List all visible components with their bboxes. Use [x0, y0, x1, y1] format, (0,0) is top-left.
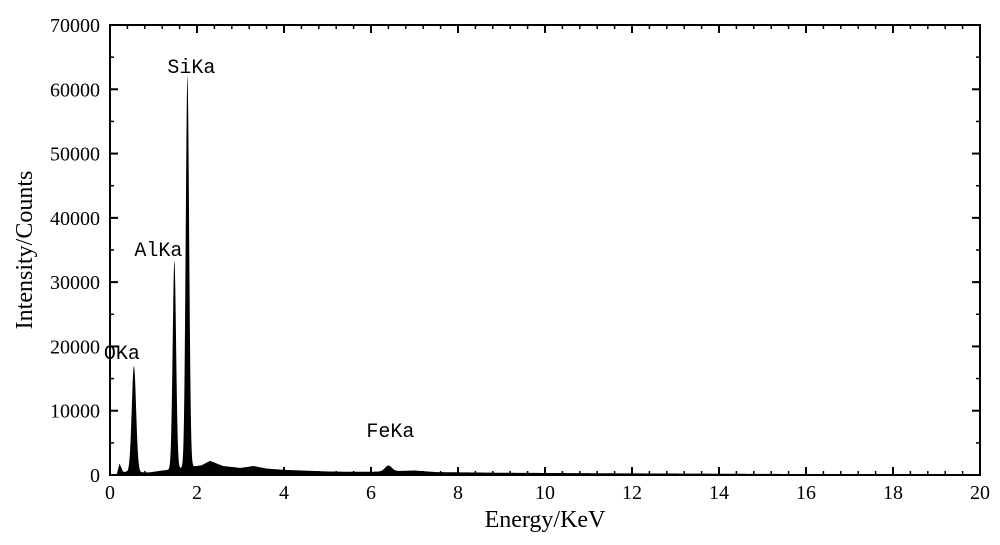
eds-spectrum-chart: 0 2 4 6 8 10 12 14 16 18 20 0 10000 20000 30000 40000 50…	[0, 0, 1000, 545]
y-tick-label: 70000	[50, 15, 100, 37]
peak-label-feka: FeKa	[366, 421, 414, 444]
x-tick-label: 16	[796, 482, 816, 504]
peak-label-sika: SiKa	[167, 57, 215, 80]
x-tick-label: 18	[883, 482, 903, 504]
x-tick-label: 20	[970, 482, 990, 504]
chart-svg: 0 2 4 6 8 10 12 14 16 18 20 0 10000 20000 30000 40000 50…	[0, 0, 1000, 545]
x-tick-label: 0	[105, 482, 115, 504]
spectrum-fill	[110, 75, 980, 475]
x-tick-label: 8	[453, 482, 463, 504]
x-tick-label: 12	[622, 482, 642, 504]
y-tick-label: 30000	[50, 272, 100, 294]
peak-label-alka: AlKa	[134, 240, 182, 263]
x-tick-label: 14	[709, 482, 729, 504]
x-tick-label: 6	[366, 482, 376, 504]
y-tick-label: 0	[90, 465, 100, 487]
y-axis-label: Intensity/Counts	[12, 171, 38, 330]
x-axis-label: Energy/KeV	[485, 507, 607, 533]
x-tick-label: 10	[535, 482, 555, 504]
y-tick-label: 20000	[50, 336, 100, 358]
x-tick-label: 4	[279, 482, 289, 504]
plot-frame	[110, 25, 980, 475]
y-tick-label: 10000	[50, 401, 100, 423]
x-tick-label: 2	[192, 482, 202, 504]
y-tick-label: 60000	[50, 79, 100, 101]
peak-label-oka: OKa	[104, 343, 140, 366]
y-tick-label: 40000	[50, 208, 100, 230]
y-tick-label: 50000	[50, 144, 100, 166]
